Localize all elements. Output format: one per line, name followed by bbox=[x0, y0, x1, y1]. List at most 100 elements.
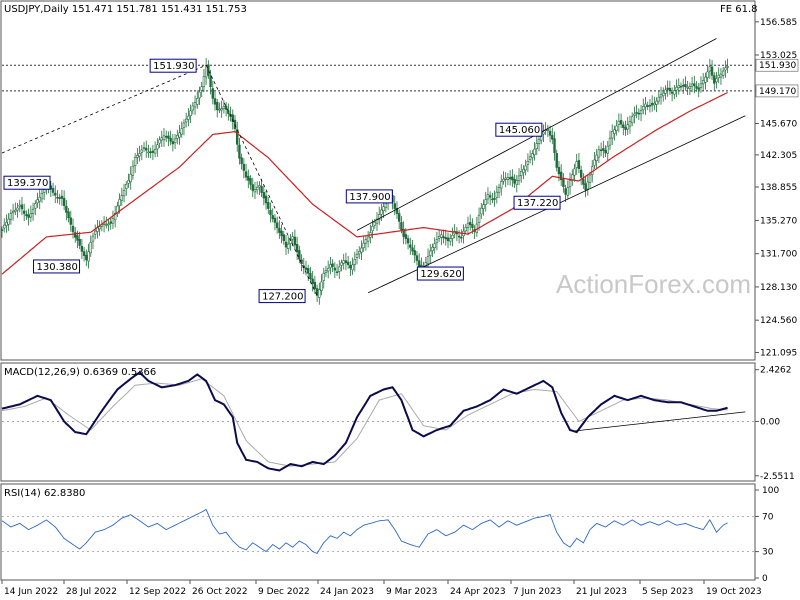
candle-body bbox=[508, 177, 512, 180]
candle bbox=[362, 235, 365, 252]
candle bbox=[91, 232, 95, 249]
candle bbox=[9, 209, 13, 225]
candle bbox=[708, 58, 712, 79]
candle bbox=[635, 104, 638, 119]
candle bbox=[495, 185, 499, 204]
candle-body bbox=[353, 259, 357, 265]
candle-body bbox=[637, 112, 641, 115]
candle-body bbox=[340, 262, 343, 266]
x-axis: 14 Jun 2022 28 Jul 2022 12 Sep 2022 26 Oct … bbox=[1, 580, 762, 597]
candle bbox=[602, 140, 605, 158]
candle-body bbox=[484, 199, 487, 205]
candle bbox=[366, 230, 370, 248]
candle bbox=[187, 108, 190, 127]
candle-body bbox=[619, 120, 623, 125]
candle bbox=[566, 180, 570, 199]
price-label-6: 145.060 bbox=[495, 122, 543, 137]
candle-body bbox=[642, 106, 645, 111]
candle-body bbox=[346, 261, 350, 265]
candle bbox=[18, 199, 21, 213]
candle bbox=[715, 71, 718, 89]
candle bbox=[22, 203, 26, 222]
candle-body bbox=[595, 154, 598, 161]
candle bbox=[555, 149, 558, 172]
rsi-y-tick-label: 30 bbox=[762, 548, 774, 558]
candle bbox=[260, 179, 263, 198]
candle-body bbox=[247, 175, 250, 181]
candle bbox=[202, 68, 206, 93]
candle-body bbox=[271, 215, 274, 220]
candle bbox=[449, 233, 452, 246]
candle bbox=[165, 130, 168, 143]
candle-body bbox=[393, 203, 396, 209]
candle bbox=[255, 181, 259, 195]
candle-body bbox=[646, 105, 649, 107]
candle-body bbox=[131, 165, 135, 176]
candle bbox=[378, 206, 381, 225]
candle bbox=[54, 185, 57, 204]
candle bbox=[36, 192, 39, 208]
candle-body bbox=[320, 281, 323, 291]
candle-body bbox=[415, 255, 419, 261]
candle-body bbox=[515, 180, 518, 185]
x-tick-label: 28 Jul 2022 bbox=[66, 587, 117, 597]
candle bbox=[646, 101, 649, 111]
candle-body bbox=[435, 239, 439, 244]
candle bbox=[577, 153, 581, 174]
candle bbox=[320, 274, 323, 296]
candle bbox=[431, 243, 434, 257]
candle bbox=[62, 190, 66, 211]
candle bbox=[664, 85, 667, 100]
candle bbox=[582, 173, 585, 189]
candle bbox=[668, 80, 672, 95]
candle bbox=[482, 199, 485, 216]
level-tag-text: 149.170 bbox=[759, 87, 796, 97]
candle bbox=[191, 102, 195, 115]
candle bbox=[78, 231, 81, 250]
candle-body bbox=[604, 150, 607, 154]
candle-body bbox=[113, 212, 117, 221]
price-label-text: 129.620 bbox=[420, 269, 461, 280]
candle-body bbox=[36, 199, 39, 204]
candle-body bbox=[659, 94, 663, 98]
candle bbox=[480, 202, 483, 219]
candle bbox=[109, 216, 112, 230]
candle bbox=[342, 253, 345, 270]
candle bbox=[675, 79, 678, 98]
candle-body bbox=[142, 147, 146, 149]
candle-body bbox=[717, 74, 720, 79]
price-y-tick-label: 156.585 bbox=[760, 18, 797, 28]
price-label-2: 130.380 bbox=[33, 259, 81, 274]
candle bbox=[488, 191, 492, 206]
candle-body bbox=[118, 199, 121, 207]
candle bbox=[604, 145, 607, 158]
candle bbox=[657, 90, 661, 105]
candle-body bbox=[315, 288, 319, 296]
trendline-0 bbox=[1, 64, 207, 154]
candle-body bbox=[579, 169, 583, 178]
candle-body bbox=[264, 195, 268, 204]
candle bbox=[40, 187, 44, 203]
x-tick-label: 12 Sep 2022 bbox=[129, 587, 186, 597]
candle bbox=[666, 80, 669, 97]
candle-body bbox=[673, 90, 676, 95]
candle-body bbox=[650, 102, 654, 106]
candle-body bbox=[713, 75, 716, 84]
candle bbox=[238, 137, 241, 165]
candle-body bbox=[338, 266, 341, 272]
candle-body bbox=[577, 160, 581, 169]
candle bbox=[568, 172, 572, 195]
candle bbox=[704, 72, 707, 90]
price-label-1: 139.370 bbox=[3, 175, 51, 190]
candle bbox=[593, 152, 596, 169]
candle bbox=[213, 91, 217, 111]
candle bbox=[31, 202, 35, 221]
candle bbox=[673, 84, 676, 100]
level-tag-text: 151.930 bbox=[759, 61, 796, 71]
candle-body bbox=[366, 236, 370, 242]
candle bbox=[573, 163, 576, 182]
candle bbox=[193, 95, 197, 115]
candle-body bbox=[335, 271, 339, 274]
candle-body bbox=[513, 178, 516, 184]
candle bbox=[617, 113, 621, 133]
